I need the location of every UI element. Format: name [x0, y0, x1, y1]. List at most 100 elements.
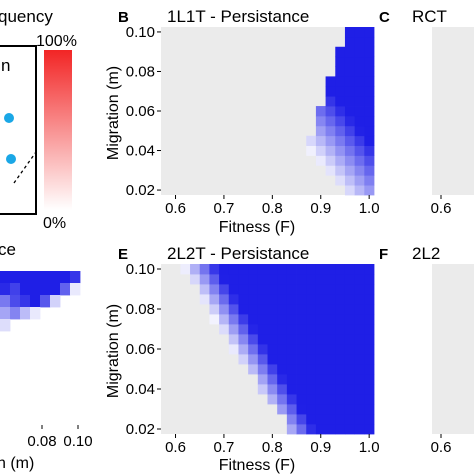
heatmap-cell: [335, 424, 346, 435]
heatmap-cell: [364, 264, 375, 275]
heatmap-cell: [325, 304, 336, 315]
heatmap-cell: [20, 307, 31, 320]
heatmap-cell: [267, 284, 278, 295]
heatmap-cell: [257, 264, 268, 275]
heatmap-cell: [315, 115, 326, 127]
heatmap-cell: [364, 344, 375, 355]
heatmap-cell: [306, 384, 317, 395]
heatmap-cell: [40, 283, 51, 296]
heatmap-cell: [238, 324, 249, 335]
heatmap-cell: [354, 155, 365, 166]
heatmap-cell: [20, 271, 31, 284]
heatmap-cell: [248, 314, 259, 325]
heatmap-cell: [325, 86, 336, 97]
heatmap-cell: [296, 284, 307, 295]
heatmap-cell: [277, 294, 288, 305]
heatmap-cell: [190, 264, 201, 275]
panel-f-title: 2L2: [412, 244, 440, 263]
heatmap-cell: [364, 424, 375, 435]
heatmap-cell: [325, 364, 336, 375]
heatmap-cell: [364, 46, 375, 58]
heatmap-cell: [354, 145, 365, 156]
heatmap-cell: [257, 384, 268, 395]
heatmap-cell: [286, 384, 297, 395]
colorbar: 100% 0%: [36, 33, 77, 232]
heatmap-cell: [335, 384, 346, 395]
heatmap-cell: [344, 314, 356, 325]
panel-b-cells: [306, 27, 375, 196]
heatmap-cell: [325, 294, 336, 305]
heatmap-cell: [248, 324, 259, 335]
panel-d-tick-label-1: 0.08: [27, 433, 56, 450]
heatmap-cell: [60, 283, 71, 296]
heatmap-cell: [364, 284, 375, 295]
heatmap-cell: [344, 384, 356, 395]
heatmap-cell: [344, 155, 356, 166]
heatmap-cell: [277, 314, 288, 325]
heatmap-cell: [354, 86, 365, 97]
heatmap-cell: [248, 344, 259, 355]
heatmap-cell: [364, 106, 375, 117]
heatmap-cell: [296, 304, 307, 315]
heatmap-cell: [296, 364, 307, 375]
heatmap-cell: [0, 283, 11, 296]
y-tick-label: 0.06: [126, 341, 155, 358]
heatmap-cell: [209, 264, 220, 275]
heatmap-cell: [315, 106, 326, 117]
heatmap-cell: [315, 155, 326, 166]
heatmap-cell: [354, 414, 365, 425]
heatmap-cell: [325, 314, 336, 325]
heatmap-cell: [306, 274, 317, 285]
heatmap-cell: [286, 314, 297, 325]
heatmap-cell: [354, 106, 365, 117]
panel-b-y-ticks: 0.02 0.04 0.06 0.08 0.10: [126, 24, 161, 199]
heatmap-cell: [344, 274, 356, 285]
heatmap-cell: [325, 165, 336, 176]
heatmap-cell: [257, 284, 268, 295]
heatmap-cell: [286, 324, 297, 335]
heatmap-cell: [344, 185, 356, 196]
heatmap-cell: [364, 294, 375, 305]
heatmap-cell: [335, 56, 346, 67]
heatmap-cell: [364, 125, 375, 137]
x-tick-label: 0.7: [214, 200, 235, 217]
heatmap-cell: [248, 354, 259, 365]
heatmap-cell: [199, 284, 210, 295]
heatmap-cell: [325, 96, 336, 107]
panel-e-y-title: Migration (m): [105, 304, 122, 398]
panel-b-x-ticks: 0.6 0.7 0.8 0.9 1.0: [165, 195, 380, 217]
heatmap-cell: [315, 334, 326, 345]
colorbar-max-label: 100%: [36, 33, 77, 50]
heatmap-cell: [354, 334, 365, 345]
heatmap-cell: [10, 271, 21, 284]
heatmap-cell: [267, 334, 278, 345]
heatmap-cell: [257, 324, 268, 335]
heatmap-cell: [325, 274, 336, 285]
heatmap-cell: [228, 284, 239, 295]
heatmap-cell: [354, 264, 365, 275]
heatmap-cell: [344, 414, 356, 425]
heatmap-cell: [248, 304, 259, 315]
heatmap-cell: [364, 324, 375, 335]
heatmap-cell: [296, 374, 307, 385]
panel-c-letter: C: [379, 9, 390, 26]
heatmap-cell: [325, 414, 336, 425]
heatmap-cell: [315, 344, 326, 355]
panel-b-y-title: Migration (m): [105, 66, 122, 160]
heatmap-cell: [335, 76, 346, 87]
y-tick-label: 0.08: [126, 63, 155, 80]
heatmap-cell: [267, 344, 278, 355]
heatmap-cell: [344, 135, 356, 146]
panel-b: B 1L1T - Persistance 0.6 0.7 0.8 0.9 1.0 0.0…: [105, 7, 380, 236]
heatmap-cell: [257, 304, 268, 315]
heatmap-cell: [267, 324, 278, 335]
heatmap-cell: [286, 404, 297, 415]
heatmap-cell: [335, 96, 346, 107]
heatmap-cell: [344, 125, 356, 137]
heatmap-cell: [344, 344, 356, 355]
heatmap-cell: [354, 36, 365, 48]
heatmap-cell: [296, 334, 307, 345]
heatmap-cell: [238, 354, 249, 365]
heatmap-cell: [344, 364, 356, 375]
heatmap-cell: [306, 304, 317, 315]
